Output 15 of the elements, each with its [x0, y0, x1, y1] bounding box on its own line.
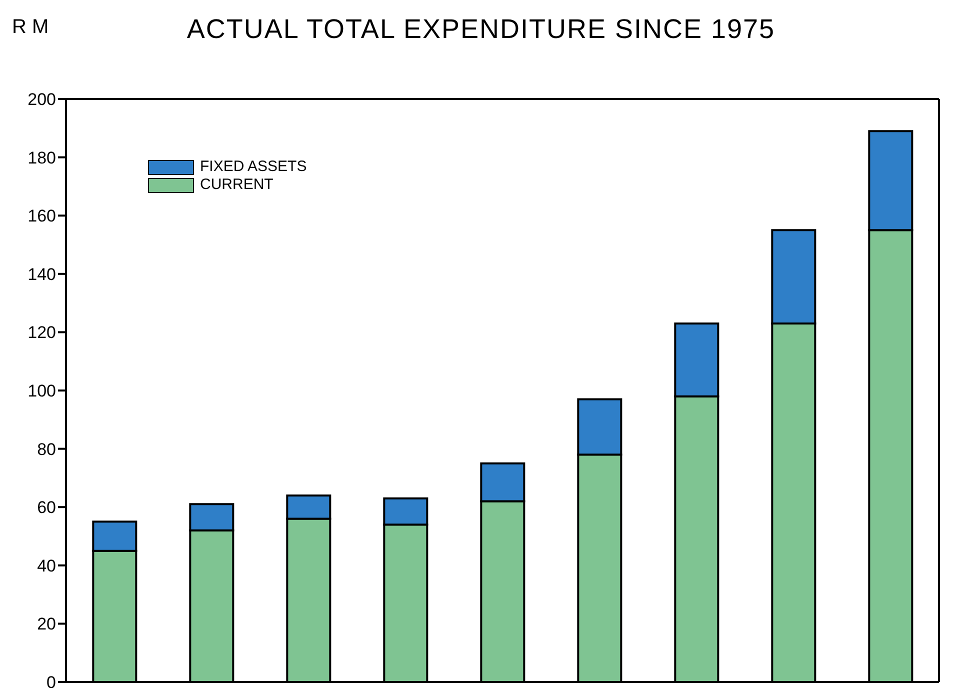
y-tick-label: 80 — [37, 440, 56, 459]
legend-label: CURRENT — [200, 176, 274, 194]
y-tick-label: 200 — [28, 90, 56, 110]
y-tick-label: 140 — [28, 264, 56, 284]
y-axis-title: R M — [12, 16, 49, 39]
y-tick-label: 60 — [37, 498, 56, 518]
y-tick-label: 100 — [28, 382, 56, 401]
y-tick-label: 120 — [28, 323, 56, 342]
y-tick-label: 160 — [28, 206, 56, 226]
y-tick-label: 180 — [28, 148, 56, 168]
y-tick-label: 40 — [37, 556, 56, 576]
chart-title: ACTUAL TOTAL EXPENDITURE SINCE 1975 — [186, 14, 776, 44]
y-tick-label: 20 — [37, 614, 56, 634]
legend-label: FIXED ASSETS — [200, 158, 307, 176]
y-tick-label: 0 — [46, 673, 56, 692]
